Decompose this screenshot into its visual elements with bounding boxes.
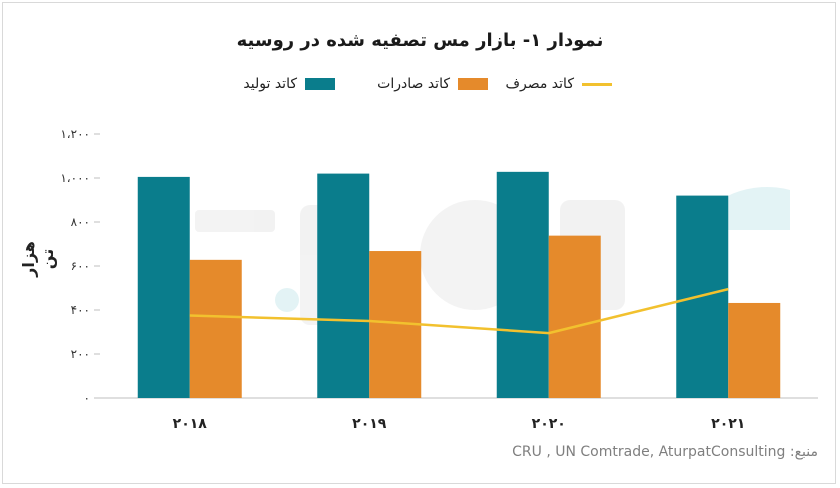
x-tick-label: ۲۰۲۰ [532,416,566,432]
x-tick-label: ۲۰۱۹ [352,416,387,432]
legend-item-consumption: کاتد مصرف [505,76,612,92]
legend-item-exports: کاتد صادرات [377,76,488,92]
line-consumption [189,287,729,335]
x-tick-label: ۲۰۲۱ [711,416,745,432]
bar-production [496,171,549,398]
legend-label-exports: کاتد صادرات [377,76,450,92]
y-tick-label: ۲۰۰ [71,347,90,361]
bar-exports [548,235,601,398]
bar-exports [189,259,242,398]
legend-swatch-production [305,78,335,90]
bar-production [137,176,190,398]
y-tick-label: ۸۰۰ [71,215,90,229]
x-tick-label: ۲۰۱۸ [173,416,208,432]
y-tick-label: ۰ [84,391,90,405]
chart-legend: کاتد تولید کاتد صادرات کاتد مصرف [0,76,840,100]
legend-label-consumption: کاتد مصرف [505,76,574,92]
y-tick-label: ۱،۰۰۰ [60,171,90,185]
legend-label-production: کاتد تولید [243,76,297,92]
y-tick-label: ۶۰۰ [71,259,90,273]
source-note: منبع: CRU , UN Comtrade, AturpatConsulti… [512,444,818,460]
bar-production [317,173,370,398]
bar-exports [728,302,781,398]
y-tick-label: ۱،۲۰۰ [60,127,90,141]
legend-item-production: کاتد تولید [243,76,335,92]
y-tick-label: ۴۰۰ [71,303,90,317]
bar-production [676,195,729,398]
legend-swatch-consumption [582,82,612,86]
legend-swatch-exports [458,78,488,90]
chart-title: نمودار ۱- بازار مس تصفیه شده در روسیه [236,30,604,51]
